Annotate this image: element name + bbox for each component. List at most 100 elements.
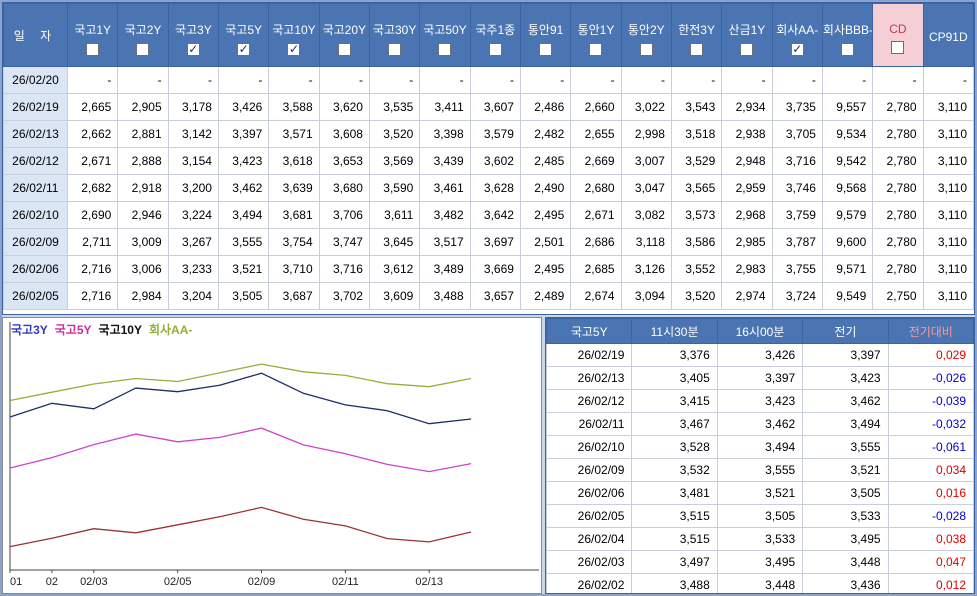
date-column-header: 일 자 bbox=[3, 3, 68, 67]
chart-line-corp-aa-minus bbox=[9, 363, 472, 402]
detail-cell: 3,555 bbox=[802, 435, 889, 459]
rate-cell: - bbox=[670, 66, 723, 94]
column-header-통안91[interactable]: 통안91 bbox=[519, 3, 572, 67]
rate-cell: 2,946 bbox=[117, 201, 169, 229]
rates-header-row: 일 자 국고1Y 국고2Y 국고3Y ✓ 국고5Y ✓ 국고10Y ✓ 국고20Y 국고30Y 국고… bbox=[3, 3, 974, 67]
column-header-CD[interactable]: CD bbox=[872, 3, 924, 67]
detail-header-row: 국고5Y 11시30분 16시00분 전기 전기대비 bbox=[546, 318, 974, 344]
date-cell: 26/02/05 bbox=[546, 504, 633, 528]
detail-header-2[interactable]: 전기 bbox=[802, 318, 889, 344]
column-header-산금1Y[interactable]: 산금1Y bbox=[721, 3, 773, 67]
column-header-CP91D[interactable]: CP91D bbox=[922, 3, 974, 67]
chart-tick-label: 02/03 bbox=[80, 576, 108, 588]
column-checkbox[interactable] bbox=[690, 42, 704, 56]
column-checkbox[interactable] bbox=[136, 42, 150, 56]
rate-cell: 2,680 bbox=[570, 174, 622, 202]
column-header-국고30Y[interactable]: 국고30Y bbox=[368, 3, 421, 67]
rate-cell: 3,520 bbox=[368, 120, 421, 148]
column-header-통안2Y[interactable]: 통안2Y bbox=[620, 3, 672, 67]
rate-cell: 3,529 bbox=[670, 147, 723, 175]
legend-ktb10y: 국고10Y bbox=[98, 323, 142, 337]
rates-body: 26/02/20- - - - - - - - - - - - - - - - - -26/02/19 2,665 2… bbox=[3, 66, 974, 310]
rate-cell: 2,662 bbox=[66, 120, 119, 148]
rate-cell: 3,612 bbox=[368, 255, 421, 283]
rate-cell: 2,888 bbox=[117, 147, 169, 175]
rate-cell: 3,710 bbox=[268, 255, 320, 283]
column-checkbox[interactable] bbox=[337, 42, 351, 56]
bottom-area: 국고3Y 국고5Y 국고10Y 회사AA- 01 02 02/03 02/05 02/09 02… bbox=[2, 317, 975, 594]
rate-cell: 2,489 bbox=[519, 282, 572, 310]
detail-cell: 3,505 bbox=[802, 481, 889, 505]
rate-cell: 2,780 bbox=[872, 120, 924, 148]
rate-cell: 3,110 bbox=[922, 228, 974, 256]
column-checkbox[interactable] bbox=[539, 42, 553, 56]
column-header-국고20Y[interactable]: 국고20Y bbox=[318, 3, 370, 67]
rates-row: 26/02/11 2,682 2,918 3,200 3,462 3,639 3,680 3,… bbox=[3, 174, 974, 202]
detail-cell: 3,497 bbox=[631, 550, 718, 574]
detail-cell: 3,532 bbox=[631, 458, 718, 482]
column-checkbox[interactable]: ✓ bbox=[237, 41, 251, 56]
column-checkbox[interactable] bbox=[86, 42, 100, 56]
column-header-국고2Y[interactable]: 국고2Y bbox=[117, 3, 169, 67]
column-checkbox[interactable] bbox=[438, 42, 452, 56]
rate-cell: 3,006 bbox=[117, 255, 169, 283]
detail-cell: 3,481 bbox=[631, 481, 718, 505]
rate-cell: 9,600 bbox=[821, 228, 874, 256]
column-checkbox[interactable]: ✓ bbox=[790, 41, 804, 56]
detail-cell: 3,515 bbox=[631, 504, 718, 528]
column-header-국고5Y[interactable]: 국고5Y ✓ bbox=[217, 3, 270, 67]
column-label: 회사BBB- bbox=[822, 22, 873, 37]
rate-cell: 2,716 bbox=[66, 282, 119, 310]
rates-table-panel: 일 자 국고1Y 국고2Y 국고3Y ✓ 국고5Y ✓ 국고10Y ✓ 국고20Y 국고30Y 국고… bbox=[2, 2, 975, 315]
column-checkbox[interactable] bbox=[388, 42, 402, 56]
column-header-국고10Y[interactable]: 국고10Y ✓ bbox=[268, 3, 320, 67]
column-checkbox[interactable] bbox=[639, 42, 653, 56]
chart-line-ktb5y bbox=[9, 427, 472, 473]
column-checkbox[interactable] bbox=[589, 42, 603, 56]
column-header-회사AA-[interactable]: 회사AA- ✓ bbox=[771, 3, 823, 67]
rate-cell: 3,110 bbox=[922, 255, 974, 283]
detail-row: 26/02/19 3,376 3,426 3,397 0,029 bbox=[546, 343, 974, 367]
column-checkbox[interactable] bbox=[891, 41, 905, 54]
rate-cell: 2,984 bbox=[117, 282, 169, 310]
rate-cell: 3,787 bbox=[771, 228, 823, 256]
rate-cell: 3,642 bbox=[469, 201, 521, 229]
column-header-국고1Y[interactable]: 국고1Y bbox=[66, 3, 119, 67]
column-header-한전3Y[interactable]: 한전3Y bbox=[670, 3, 723, 67]
column-header-회사BBB-[interactable]: 회사BBB- bbox=[821, 3, 874, 67]
column-checkbox[interactable] bbox=[740, 42, 754, 56]
rate-cell: 3,462 bbox=[217, 174, 270, 202]
column-header-국고50Y[interactable]: 국고50Y bbox=[419, 3, 471, 67]
rate-cell: 3,439 bbox=[419, 147, 471, 175]
column-checkbox[interactable]: ✓ bbox=[186, 41, 200, 56]
date-cell: 26/02/02 bbox=[546, 573, 633, 593]
detail-cell: -0,032 bbox=[887, 412, 974, 436]
rate-cell: 3,423 bbox=[217, 147, 270, 175]
column-header-국주1종[interactable]: 국주1종 bbox=[469, 3, 521, 67]
rate-cell: 3,680 bbox=[318, 174, 370, 202]
date-cell: 26/02/10 bbox=[3, 201, 68, 229]
detail-cell: 3,555 bbox=[716, 458, 804, 482]
column-checkbox[interactable] bbox=[488, 42, 502, 56]
detail-header-0[interactable]: 11시30분 bbox=[631, 318, 718, 344]
column-header-통안1Y[interactable]: 통안1Y bbox=[570, 3, 622, 67]
detail-panel: 국고5Y 11시30분 16시00분 전기 전기대비 26/02/19 3,376 3,42… bbox=[545, 317, 975, 594]
detail-series-header[interactable]: 국고5Y bbox=[546, 318, 633, 344]
rate-cell: 2,711 bbox=[66, 228, 119, 256]
column-header-국고3Y[interactable]: 국고3Y ✓ bbox=[167, 3, 219, 67]
detail-header-3[interactable]: 전기대비 bbox=[887, 318, 974, 344]
rate-cell: 3,110 bbox=[922, 120, 974, 148]
detail-header-1[interactable]: 16시00분 bbox=[716, 318, 804, 344]
chart-tick-label: 02/09 bbox=[248, 576, 276, 588]
legend-corp-aa-minus: 회사AA- bbox=[148, 323, 193, 337]
rate-cell: 3,571 bbox=[268, 120, 320, 148]
detail-cell: 0,047 bbox=[887, 550, 974, 574]
rate-cell: - bbox=[117, 66, 169, 94]
chart-tick-label: 02/05 bbox=[164, 576, 192, 588]
column-checkbox[interactable]: ✓ bbox=[287, 41, 301, 56]
column-label: 국고2Y bbox=[124, 22, 162, 37]
column-checkbox[interactable] bbox=[841, 42, 855, 56]
rate-cell: - bbox=[318, 66, 370, 94]
rate-cell: 3,009 bbox=[117, 228, 169, 256]
detail-cell: 3,533 bbox=[716, 527, 804, 551]
